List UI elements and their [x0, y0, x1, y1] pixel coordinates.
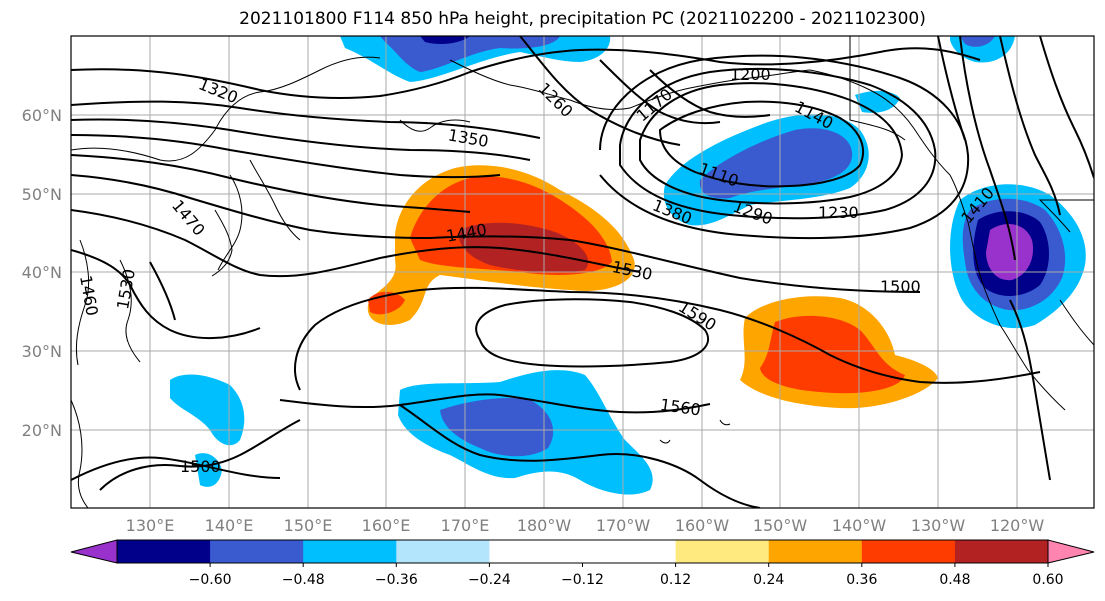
positive-anomaly-east — [740, 296, 938, 409]
lat-label-40: 40°N — [22, 263, 62, 282]
latitude-labels: 60°N 50°N 40°N 30°N 20°N — [22, 106, 62, 440]
lon-label-160e: 160°E — [362, 516, 411, 535]
lon-label-150e: 150°E — [284, 516, 333, 535]
lat-label-30: 30°N — [22, 342, 62, 361]
negative-anomaly-north — [340, 36, 611, 82]
colorbar-tick-label: −0.12 — [561, 572, 604, 588]
lon-label-140w: 140°W — [832, 516, 887, 535]
map-frame — [70, 35, 1095, 509]
colorbar-tick-label: −0.48 — [282, 572, 325, 588]
colorbar-swatch — [675, 540, 770, 563]
lon-label-170w: 170°W — [596, 516, 651, 535]
colorbar-tick-label: 0.36 — [846, 572, 877, 588]
height-contours — [71, 36, 1094, 508]
lon-label-140e: 140°E — [205, 516, 254, 535]
lon-label-180w: 180°W — [517, 516, 572, 535]
colorbar-tick-label: 0.12 — [660, 572, 691, 588]
colorbar-tick-label: −0.60 — [189, 572, 232, 588]
map-title: 2021101800 F114 850 hPa height, precipit… — [239, 9, 926, 29]
colorbar-tick-label: 0.48 — [939, 572, 970, 588]
lon-label-130w: 130°W — [911, 516, 966, 535]
colorbar-tick-label: 0.60 — [1032, 572, 1063, 588]
lat-label-60: 60°N — [22, 106, 62, 125]
contour-label-1200: 1200 — [730, 65, 771, 84]
colorbar-tick-label: −0.36 — [375, 572, 418, 588]
contour-label-1500-west: 1500 — [180, 457, 221, 476]
negative-anomaly-alaska — [663, 90, 900, 226]
colorbar-swatch — [861, 540, 956, 563]
colorbar-swatch — [582, 540, 677, 563]
contour-label-1500-east: 1500 — [880, 277, 921, 296]
positive-anomaly-central — [367, 165, 635, 325]
colorbar-swatch — [489, 540, 583, 563]
colorbar-min-extend — [70, 539, 118, 564]
colorbar-max-extend — [1047, 539, 1095, 564]
contour-labels: 1320 1350 1470 1440 1530 1500 1590 1560 … — [76, 65, 998, 476]
lon-label-120w: 120°W — [990, 516, 1045, 535]
colorbar-tick-label: −0.24 — [468, 572, 511, 588]
longitude-labels: 130°E 140°E 150°E 160°E 170°E 180°W 170°… — [126, 516, 1045, 535]
colorbar-swatch — [210, 540, 304, 563]
colorbar-tick-label: 0.24 — [753, 572, 784, 588]
colorbar-swatch — [768, 540, 863, 563]
lat-label-20: 20°N — [22, 421, 62, 440]
colorbar-swatch — [396, 540, 490, 563]
colorbar: −0.60 −0.48 −0.36 −0.24 −0.12 0.12 0.24 0.36 0.4… — [70, 539, 1095, 588]
negative-anomaly-subtropical — [170, 370, 653, 495]
graticule — [71, 36, 1094, 508]
colorbar-swatch — [954, 540, 1049, 563]
lon-label-150w: 150°W — [753, 516, 808, 535]
lat-label-50: 50°N — [22, 185, 62, 204]
colorbar-swatch — [303, 540, 397, 563]
lon-label-130e: 130°E — [126, 516, 175, 535]
contour-label-1230: 1230 — [818, 203, 859, 222]
lon-label-170e: 170°E — [441, 516, 490, 535]
colorbar-swatch — [117, 540, 211, 563]
lon-label-160w: 160°W — [675, 516, 730, 535]
negative-anomaly-uswest — [950, 36, 1086, 329]
